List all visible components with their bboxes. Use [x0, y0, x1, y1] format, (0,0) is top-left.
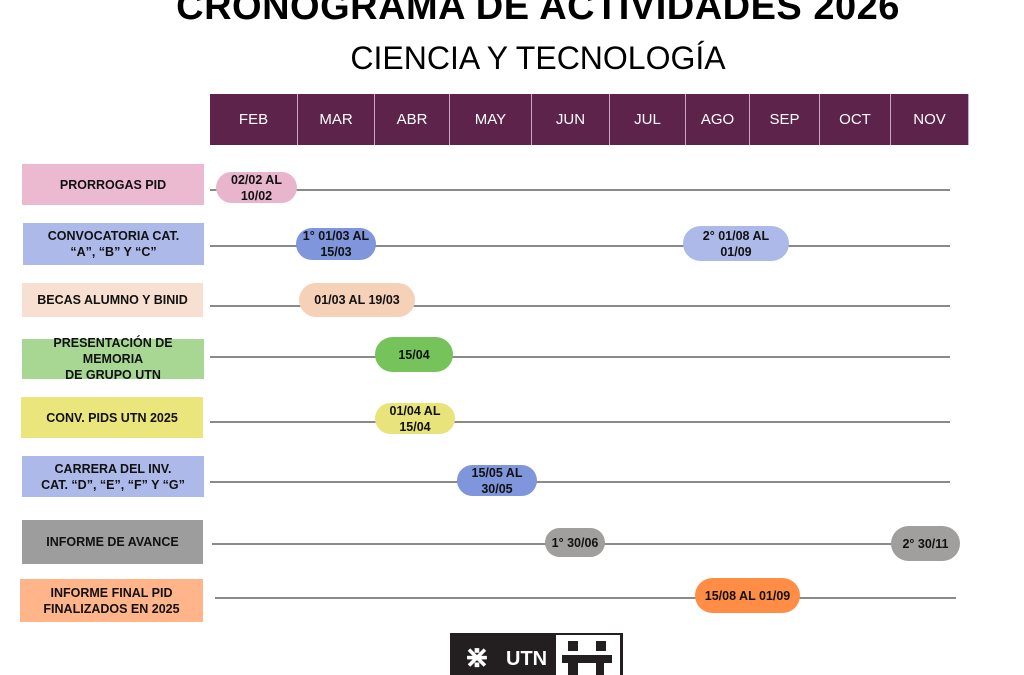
month-mar: MAR	[298, 94, 375, 145]
activity-label: BECAS ALUMNO Y BINID	[22, 283, 203, 317]
date-pill: 2° 01/08 AL 01/09	[683, 226, 789, 261]
activity-label: CONVOCATORIA CAT. “A”, “B” Y “C”	[23, 223, 204, 265]
page-title: CRONOGRAMA DE ACTIVIDADES 2026	[176, 0, 900, 28]
utn-emblem-icon: ⋇	[464, 641, 490, 674]
timeline-line	[210, 189, 950, 191]
timeline-line	[210, 421, 950, 423]
date-pill: 01/04 AL 15/04	[375, 403, 455, 434]
date-pill: 15/05 AL 30/05	[457, 465, 537, 496]
month-nov: NOV	[891, 94, 969, 145]
date-pill: 02/02 AL 10/02	[216, 172, 297, 203]
month-ago: AGO	[686, 94, 750, 145]
month-feb: FEB	[210, 94, 298, 145]
timeline-line	[210, 356, 950, 358]
date-pill: 01/03 AL 19/03	[299, 283, 415, 317]
month-sep: SEP	[750, 94, 820, 145]
month-oct: OCT	[820, 94, 891, 145]
activity-label: CARRERA DEL INV. CAT. “D”, “E”, “F” Y “G…	[22, 456, 204, 497]
timeline-line	[210, 245, 950, 247]
activity-label: INFORME FINAL PID FINALIZADOS EN 2025	[20, 579, 203, 622]
date-pill: 15/04	[375, 337, 453, 372]
timeline-line	[210, 305, 950, 307]
activity-label: INFORME DE AVANCE	[22, 520, 203, 564]
date-pill: 2° 30/11	[891, 526, 960, 561]
month-abr: ABR	[375, 94, 450, 145]
timeline-line	[210, 481, 950, 483]
utn-mark-icon	[556, 635, 620, 675]
utn-logo: ⋇ UTN	[450, 633, 623, 675]
date-pill: 15/08 AL 01/09	[695, 578, 800, 613]
activity-label: CONV. PIDS UTN 2025	[21, 397, 203, 438]
month-jul: JUL	[610, 94, 686, 145]
activity-label: PRORROGAS PID	[22, 164, 204, 205]
date-pill: 1° 30/06	[545, 528, 605, 557]
month-may: MAY	[450, 94, 532, 145]
month-jun: JUN	[532, 94, 610, 145]
activity-label: PRESENTACIÓN DE MEMORIA DE GRUPO UTN	[22, 336, 204, 382]
page-subtitle: CIENCIA Y TECNOLOGÍA	[350, 40, 726, 76]
timeline-line	[215, 597, 956, 599]
date-pill: 1° 01/03 AL 15/03	[296, 228, 376, 260]
logo-text: UTN	[506, 648, 548, 670]
